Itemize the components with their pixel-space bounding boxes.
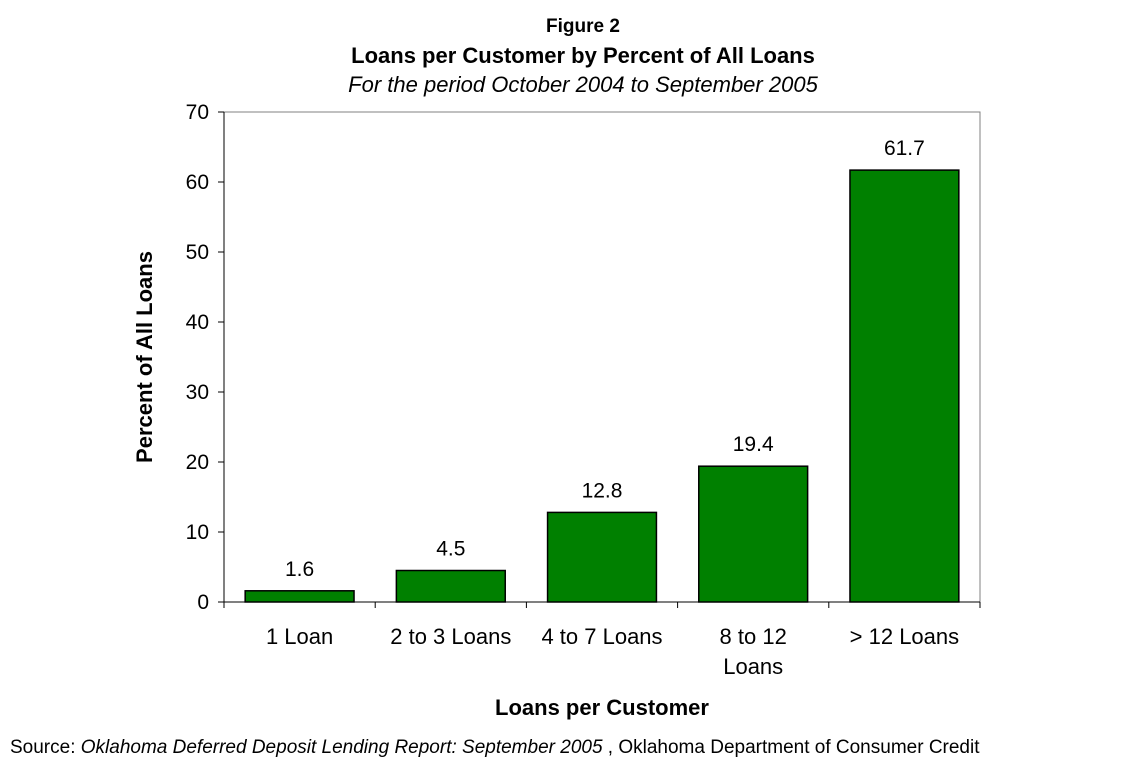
source-suffix: , Oklahoma Department of Consumer Credit (602, 737, 980, 758)
chart-title: Loans per Customer by Percent of All Loa… (351, 43, 815, 68)
data-label: 1.6 (285, 558, 314, 581)
data-label: 12.8 (582, 479, 623, 502)
x-category-labels: 1 Loan 2 to 3 Loans 4 to 7 Loans 8 to 12 Loa… (266, 624, 959, 679)
source-prefix: Source: (10, 737, 81, 758)
y-tick-label: 0 (197, 591, 209, 614)
x-axis-title: Loans per Customer (495, 695, 709, 720)
y-axis-title: Percent of All Loans (132, 251, 157, 463)
x-category-label: Loans (723, 654, 783, 679)
data-label: 19.4 (733, 433, 774, 456)
bars (244, 169, 960, 603)
source-note: Source: Oklahoma Deferred Deposit Lendin… (10, 737, 980, 759)
bar (849, 169, 960, 603)
y-tick-label: 70 (186, 101, 209, 124)
source-report-title: Oklahoma Deferred Deposit Lending Report… (80, 737, 603, 758)
y-tick-label: 20 (186, 451, 209, 474)
y-tick-label: 30 (186, 381, 209, 404)
data-label: 4.5 (436, 538, 465, 561)
figure-label: Figure 2 (546, 16, 620, 37)
x-category-label: 2 to 3 Loans (390, 624, 511, 649)
x-category-label: 1 Loan (266, 624, 333, 649)
y-tick-label: 50 (186, 241, 209, 264)
x-category-label: 8 to 12 (720, 624, 787, 649)
data-label: 61.7 (884, 137, 925, 160)
data-labels: 1.6 4.5 12.8 19.4 61.7 (285, 137, 925, 581)
x-category-label: > 12 Loans (850, 624, 959, 649)
chart-subtitle: For the period October 2004 to September… (348, 72, 818, 97)
bar (244, 590, 355, 603)
y-tick-label: 40 (186, 311, 209, 334)
x-category-label: 4 to 7 Loans (541, 624, 662, 649)
y-tick-label: 10 (186, 521, 209, 544)
bar (546, 511, 658, 603)
y-axis: 0 10 20 30 40 50 60 70 (186, 101, 225, 614)
x-axis (223, 601, 981, 608)
bar (395, 569, 506, 603)
chart: Figure 2 Loans per Customer by Percent o… (132, 16, 981, 720)
y-tick-label: 60 (186, 171, 209, 194)
bar (698, 465, 809, 603)
